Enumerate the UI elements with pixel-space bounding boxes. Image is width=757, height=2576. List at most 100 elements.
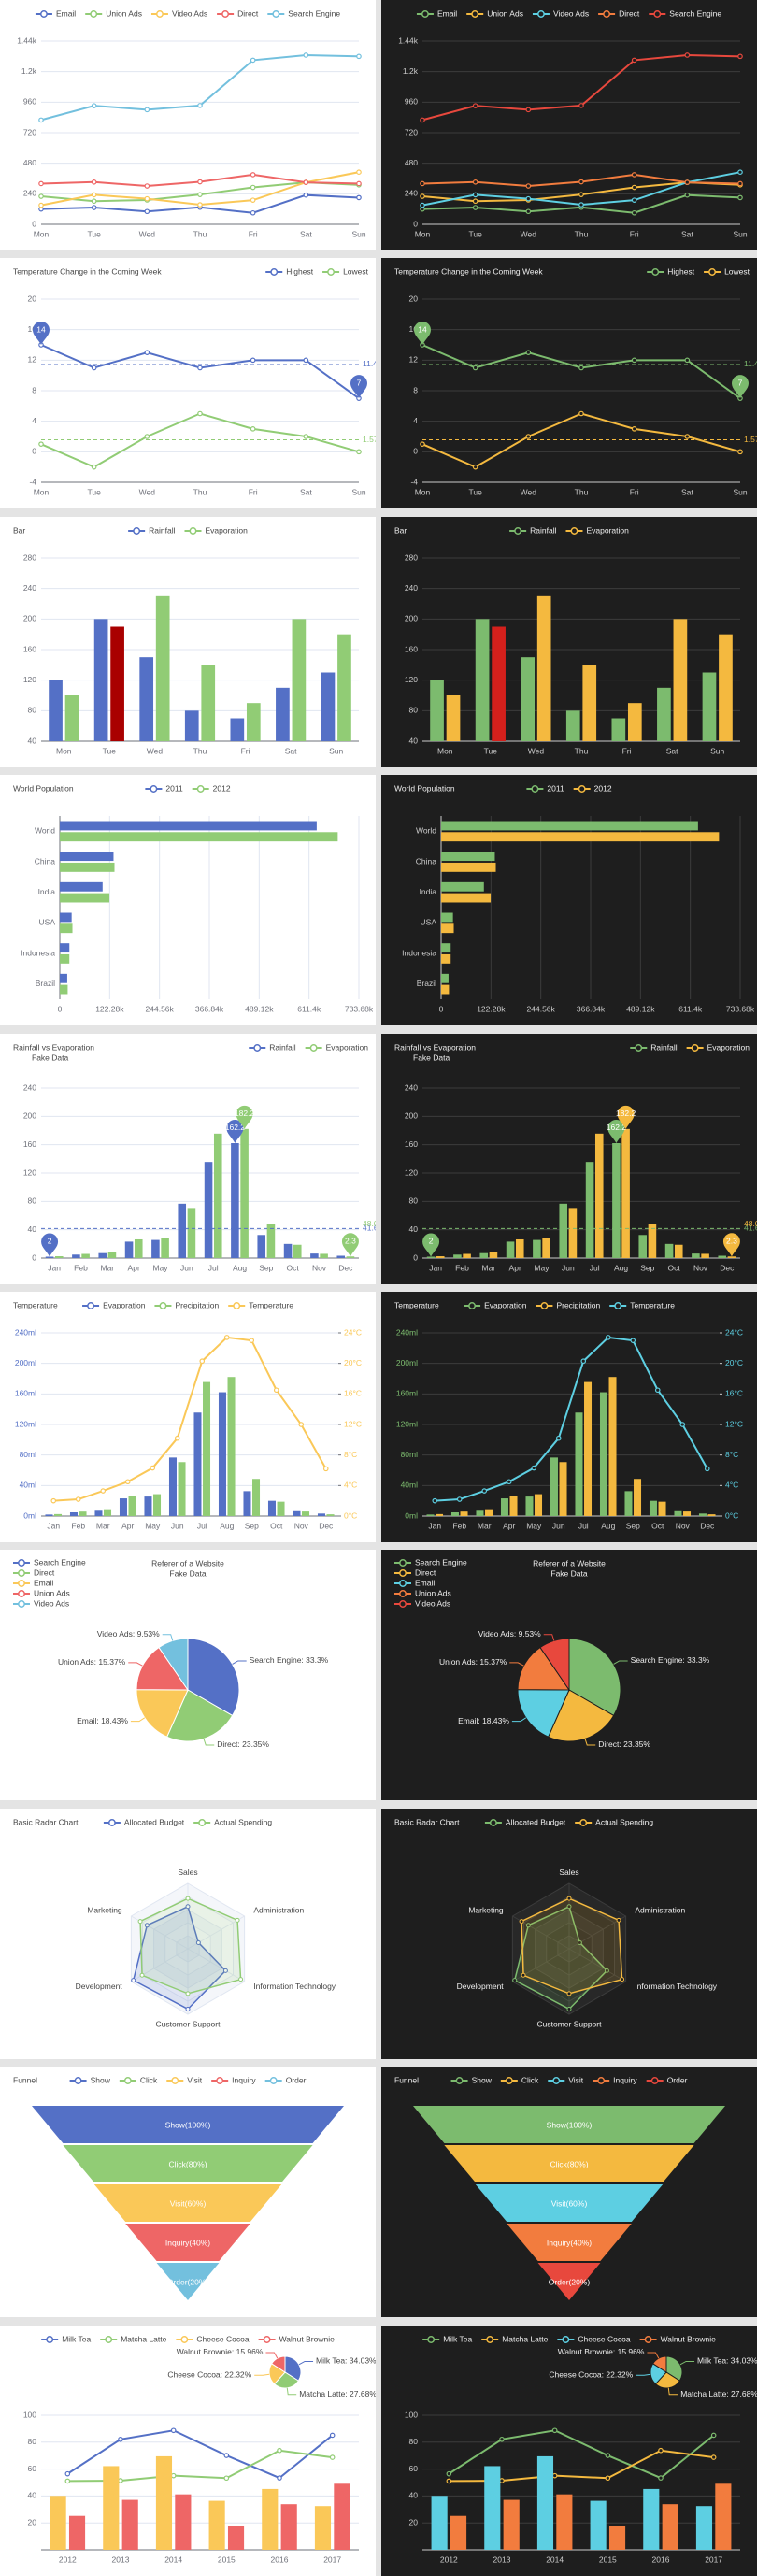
label-line — [298, 2360, 314, 2365]
legend-label[interactable]: Rainfall — [530, 525, 556, 535]
category-label: Apr — [128, 1263, 140, 1272]
category-label: Dec — [338, 1263, 353, 1272]
legend-label[interactable]: 2012 — [213, 783, 231, 793]
legend-label[interactable]: Lowest — [343, 267, 369, 277]
line-point — [277, 2474, 282, 2481]
tick-label: 100 — [23, 2410, 36, 2419]
legend: Milk Tea Matcha Latte Cheese Cocoa Walnut B… — [41, 2334, 335, 2343]
legend-label[interactable]: Evaporation — [326, 1042, 369, 1052]
legend-label[interactable]: Visit — [568, 2075, 584, 2084]
legend-label[interactable]: Rainfall — [650, 1042, 677, 1052]
legend-icon — [221, 10, 230, 18]
bar — [503, 2499, 520, 2550]
bar — [565, 710, 580, 741]
legend-label[interactable]: 2011 — [547, 783, 564, 793]
tick-label: 960 — [405, 97, 418, 107]
legend-label[interactable]: Evaporation — [103, 1300, 146, 1309]
legend-label[interactable]: Click — [521, 2075, 539, 2084]
legend-label[interactable]: Video Ads — [415, 1599, 450, 1609]
legend-label[interactable]: Email — [437, 8, 457, 18]
legend-label[interactable]: Highest — [286, 267, 313, 277]
legend-label[interactable]: Email — [56, 8, 76, 18]
legend-label[interactable]: Milk Tea — [443, 2334, 472, 2343]
legend-label[interactable]: Rainfall — [269, 1042, 295, 1052]
legend-label[interactable]: Search Engine — [669, 8, 721, 18]
line-point — [277, 2447, 282, 2454]
category-label: Apr — [503, 1521, 515, 1530]
legend-label[interactable]: Union Ads — [34, 1589, 70, 1598]
pie-slice — [136, 1689, 189, 1739]
legend-label[interactable]: Evaporation — [205, 525, 248, 535]
legend-label[interactable]: Walnut Brownie — [279, 2334, 335, 2343]
legend-label[interactable]: Search Engine — [288, 8, 340, 18]
legend-label[interactable]: Email — [34, 1579, 53, 1588]
legend-label[interactable]: Matcha Latte — [121, 2334, 166, 2343]
tick-label: 0 — [58, 1004, 63, 1013]
tick-label: 366.84k — [195, 1004, 224, 1013]
legend-label[interactable]: Union Ads — [106, 8, 142, 18]
legend-label[interactable]: Evaporation — [707, 1042, 750, 1052]
legend-label[interactable]: Temperature — [249, 1300, 293, 1309]
legend-label[interactable]: Union Ads — [415, 1589, 451, 1598]
chart: World Population 0 122.28k 244.56k 366.84k 48… — [13, 783, 374, 1013]
indicator-label: Sales — [559, 1868, 578, 1877]
legend-label[interactable]: Inquiry — [232, 2075, 256, 2084]
radar-point — [577, 1939, 582, 1945]
tick-label: 0ml — [405, 1510, 418, 1520]
legend-label[interactable]: Order — [667, 2075, 688, 2084]
legend-label[interactable]: Precipitation — [556, 1300, 600, 1309]
legend-label[interactable]: Direct — [34, 1568, 55, 1578]
label-line — [254, 2373, 270, 2376]
legend-label[interactable]: Union Ads — [487, 8, 523, 18]
line-point — [605, 2452, 611, 2458]
legend-label[interactable]: Milk Tea — [62, 2334, 91, 2343]
legend-label[interactable]: Evaporation — [586, 525, 629, 535]
legend-label[interactable]: Video Ads — [34, 1599, 69, 1609]
legend-label[interactable]: Cheese Cocoa — [578, 2334, 631, 2343]
legend-label[interactable]: Search Engine — [415, 1558, 467, 1567]
legend: Show Click Visit Inquiry Order — [69, 2075, 307, 2084]
legend-label[interactable]: Allocated Budget — [124, 1817, 185, 1826]
legend-label[interactable]: Order — [286, 2075, 307, 2084]
legend-label[interactable]: Highest — [667, 267, 694, 277]
legend-label[interactable]: Visit — [187, 2075, 203, 2084]
legend-label[interactable]: Show — [472, 2075, 493, 2084]
legend-label[interactable]: Evaporation — [484, 1300, 527, 1309]
legend-label[interactable]: Search Engine — [34, 1558, 86, 1567]
legend-label[interactable]: Click — [140, 2075, 158, 2084]
funnel-label: Inquiry(40%) — [547, 2238, 592, 2247]
line-point — [199, 1358, 206, 1364]
legend-label[interactable]: Video Ads — [553, 8, 589, 18]
chart: Basic Radar Chart Sales Administration Info… — [394, 1817, 718, 2028]
legend-label[interactable]: 2011 — [165, 783, 183, 793]
legend-label[interactable]: Matcha Latte — [502, 2334, 548, 2343]
bar — [337, 634, 351, 741]
legend-label[interactable]: Temperature — [630, 1300, 675, 1309]
legend-label[interactable]: Lowest — [724, 267, 750, 277]
legend-label[interactable]: Actual Spending — [214, 1817, 272, 1826]
legend-label[interactable]: Allocated Budget — [506, 1817, 566, 1826]
legend-label[interactable]: Show — [91, 2075, 111, 2084]
line-point — [679, 1422, 686, 1427]
legend-label[interactable]: Rainfall — [149, 525, 175, 535]
legend-label[interactable]: 2012 — [594, 783, 612, 793]
legend-label[interactable]: Direct — [415, 1568, 436, 1578]
line-point — [446, 2470, 452, 2476]
legend-label[interactable]: Cheese Cocoa — [196, 2334, 250, 2343]
bar — [535, 1494, 543, 1516]
legend-label[interactable]: Actual Spending — [595, 1817, 653, 1826]
legend-label[interactable]: Walnut Brownie — [661, 2334, 716, 2343]
legend-label[interactable]: Precipitation — [175, 1300, 219, 1309]
legend-label[interactable]: Email — [415, 1579, 435, 1588]
line-series — [421, 53, 741, 122]
category-label: Jan — [47, 1521, 60, 1530]
legend-label[interactable]: Direct — [237, 8, 259, 18]
legend-label[interactable]: Direct — [619, 8, 640, 18]
line-point — [432, 1497, 438, 1504]
legend-icon — [90, 10, 98, 18]
line-point — [100, 1488, 107, 1494]
legend-label[interactable]: Video Ads — [172, 8, 207, 18]
line-point — [329, 2454, 336, 2460]
average-label: 41.63 — [363, 1223, 376, 1232]
legend-label[interactable]: Inquiry — [613, 2075, 637, 2084]
